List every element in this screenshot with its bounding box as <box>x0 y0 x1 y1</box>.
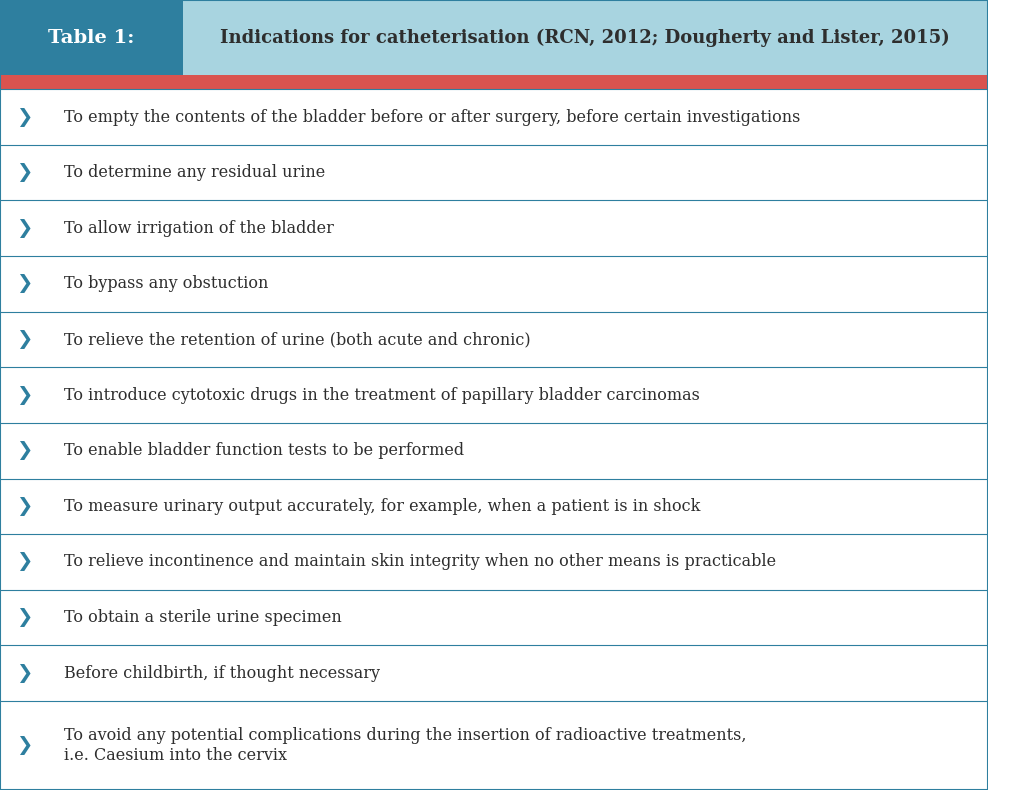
Text: ❯: ❯ <box>16 386 33 404</box>
Text: To avoid any potential complications during the insertion of radioactive treatme: To avoid any potential complications dur… <box>64 728 746 764</box>
Text: To relieve incontinence and maintain skin integrity when no other means is pract: To relieve incontinence and maintain ski… <box>64 554 776 570</box>
Text: ❯: ❯ <box>16 664 33 683</box>
Text: To determine any residual urine: To determine any residual urine <box>64 164 326 181</box>
Text: To measure urinary output accurately, for example, when a patient is in shock: To measure urinary output accurately, fo… <box>64 498 700 515</box>
Text: ❯: ❯ <box>16 608 33 627</box>
Text: To enable bladder function tests to be performed: To enable bladder function tests to be p… <box>64 442 465 459</box>
Text: Indications for catheterisation (RCN, 2012; Dougherty and Lister, 2015): Indications for catheterisation (RCN, 20… <box>220 28 950 47</box>
Text: To obtain a sterile urine specimen: To obtain a sterile urine specimen <box>64 609 342 626</box>
Text: ❯: ❯ <box>16 497 33 516</box>
Text: ❯: ❯ <box>16 219 33 238</box>
FancyBboxPatch shape <box>0 0 183 75</box>
Text: To introduce cytotoxic drugs in the treatment of papillary bladder carcinomas: To introduce cytotoxic drugs in the trea… <box>64 386 700 404</box>
Text: Before childbirth, if thought necessary: Before childbirth, if thought necessary <box>64 664 380 682</box>
Text: To empty the contents of the bladder before or after surgery, before certain inv: To empty the contents of the bladder bef… <box>64 108 801 126</box>
Text: ❯: ❯ <box>16 736 33 755</box>
Text: To bypass any obstuction: To bypass any obstuction <box>64 276 268 292</box>
FancyBboxPatch shape <box>183 0 988 75</box>
Text: Table 1:: Table 1: <box>48 28 135 47</box>
Text: To allow irrigation of the bladder: To allow irrigation of the bladder <box>64 220 334 237</box>
Text: To relieve the retention of urine (both acute and chronic): To relieve the retention of urine (both … <box>64 331 530 348</box>
Text: ❯: ❯ <box>16 442 33 461</box>
Text: ❯: ❯ <box>16 552 33 571</box>
Text: ❯: ❯ <box>16 164 33 182</box>
FancyBboxPatch shape <box>0 75 988 89</box>
Text: ❯: ❯ <box>16 274 33 293</box>
Text: ❯: ❯ <box>16 107 33 126</box>
Text: ❯: ❯ <box>16 330 33 349</box>
